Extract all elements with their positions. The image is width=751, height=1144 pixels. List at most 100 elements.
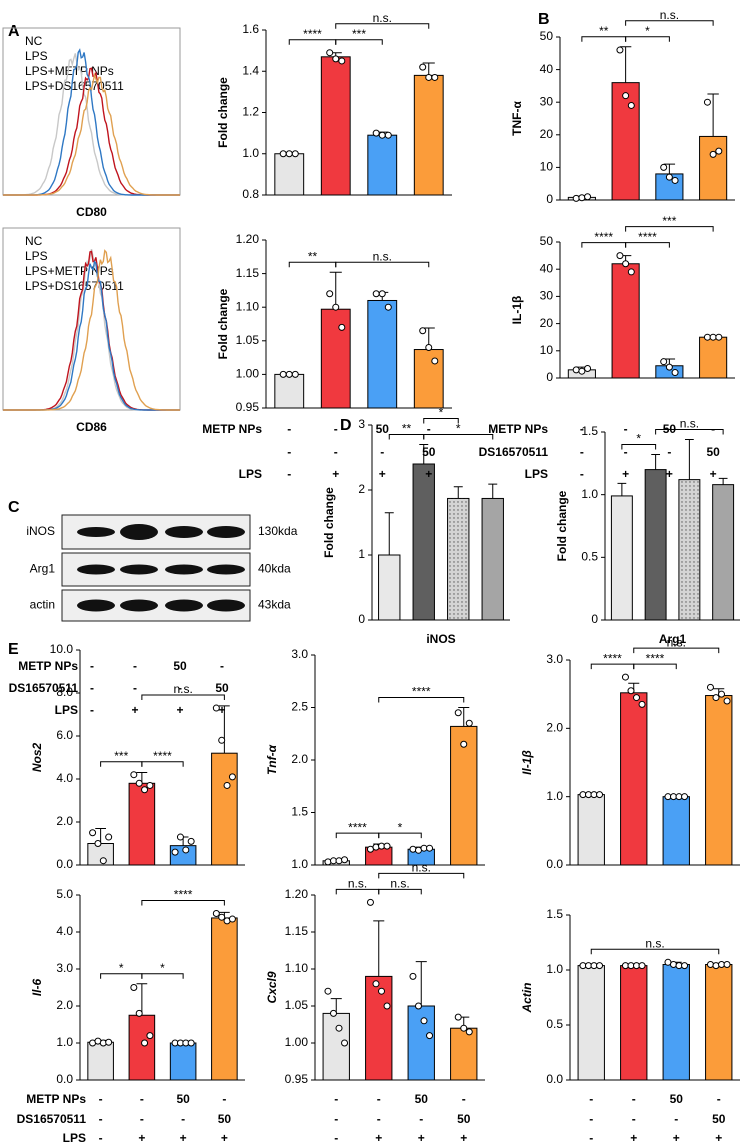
data-point	[681, 962, 689, 970]
error-bar	[684, 439, 694, 480]
treatment-name: METP NPs	[202, 422, 262, 436]
significance-bracket	[378, 832, 422, 839]
bar	[610, 495, 633, 621]
significance-label: *	[636, 432, 641, 446]
data-point	[414, 1002, 422, 1010]
treatment-cell: -	[377, 1112, 381, 1126]
significance-bracket	[655, 429, 724, 435]
bar	[699, 336, 728, 379]
y-tick-label: 1.6	[242, 22, 259, 36]
blot-protein: actin	[30, 598, 55, 612]
data-point	[130, 984, 138, 991]
y-axis-label: Tnf-α	[265, 744, 279, 775]
treatment-cell: +	[673, 1131, 680, 1144]
y-axis-label: TNF-α	[510, 101, 524, 136]
data-point	[187, 837, 195, 845]
error-bar	[329, 271, 342, 310]
y-tick-label: 8.0	[56, 685, 73, 699]
significance-label: n.s.	[645, 936, 664, 950]
significance-label: *	[645, 24, 650, 38]
bar	[169, 1042, 197, 1081]
significance-bracket	[633, 663, 677, 670]
data-point	[660, 358, 668, 366]
data-point	[212, 910, 220, 917]
treatment-cell: +	[715, 1131, 722, 1144]
y-tick-label: 20	[540, 127, 554, 141]
y-tick-label: 30	[540, 94, 554, 108]
bar	[367, 299, 398, 409]
error-bar	[373, 920, 385, 977]
error-bar	[330, 998, 342, 1014]
significance-label: n.s.	[348, 877, 367, 891]
y-tick-label: 1.15	[285, 924, 309, 938]
data-point	[187, 1039, 195, 1047]
treatment-cell: -	[140, 1112, 144, 1126]
treatment-cell: 50	[663, 422, 677, 436]
y-tick-label: 50	[540, 234, 554, 248]
error-bar	[219, 705, 230, 754]
data-point	[431, 357, 439, 365]
bar	[365, 975, 393, 1081]
significance-bracket	[625, 242, 670, 248]
data-point	[218, 913, 226, 921]
treatment-cell: -	[287, 422, 291, 436]
bar	[367, 134, 398, 196]
data-point	[285, 370, 293, 378]
data-point	[465, 719, 473, 727]
data-point	[135, 779, 143, 787]
bar	[211, 917, 238, 1081]
significance-label: ****	[303, 27, 322, 41]
data-point	[141, 1039, 149, 1047]
y-tick-label: 1.0	[291, 857, 308, 871]
treatment-cell: -	[133, 659, 137, 673]
bar	[274, 153, 305, 196]
treatment-cell: -	[580, 467, 584, 481]
significance-label: n.s.	[660, 8, 679, 22]
significance-label: **	[308, 249, 318, 263]
blot-size: 40kda	[258, 562, 291, 576]
data-point	[627, 101, 635, 109]
significance-label: n.s.	[373, 11, 392, 25]
y-tick-label: 2	[358, 482, 365, 496]
bar	[320, 308, 351, 409]
treatment-cell: +	[379, 467, 386, 481]
y-tick-label: 1.05	[285, 998, 309, 1012]
treatment-cell: +	[176, 703, 183, 717]
treatment-cell: -	[580, 422, 584, 436]
y-tick-label: 4.0	[56, 924, 73, 938]
significance-label: ****	[174, 888, 193, 902]
data-point	[669, 961, 677, 968]
data-point	[366, 898, 374, 906]
data-point	[596, 791, 604, 799]
significance-label: ****	[594, 230, 613, 244]
bar	[699, 135, 728, 201]
data-point	[572, 194, 580, 202]
treatment-name: DS16570511	[479, 445, 549, 459]
significance-label: **	[402, 422, 412, 436]
error-bar	[663, 163, 676, 174]
treatment-cell: -	[624, 422, 628, 436]
blot-protein: iNOS	[26, 524, 55, 538]
blot-size: 130kda	[258, 524, 298, 538]
data-point	[425, 73, 433, 81]
y-tick-label: 10	[540, 343, 554, 357]
treatment-name: LPS	[63, 1131, 86, 1144]
legend-label: LPS+METP NPs	[25, 264, 114, 278]
data-point	[372, 290, 380, 298]
bar	[413, 74, 444, 196]
bar-pattern	[447, 498, 469, 620]
treatment-cell: +	[460, 1131, 467, 1144]
data-point	[425, 344, 433, 352]
y-tick-label: 10.0	[50, 642, 74, 656]
data-point	[378, 131, 386, 139]
panel-label: D	[340, 417, 352, 434]
data-point	[146, 781, 154, 789]
data-point	[384, 303, 392, 311]
treatment-cell: -	[90, 703, 94, 717]
significance-label: *	[119, 961, 124, 975]
y-tick-label: 0.8	[242, 187, 259, 201]
treatment-cell: -	[624, 445, 628, 459]
treatment-cell: -	[419, 1112, 423, 1126]
